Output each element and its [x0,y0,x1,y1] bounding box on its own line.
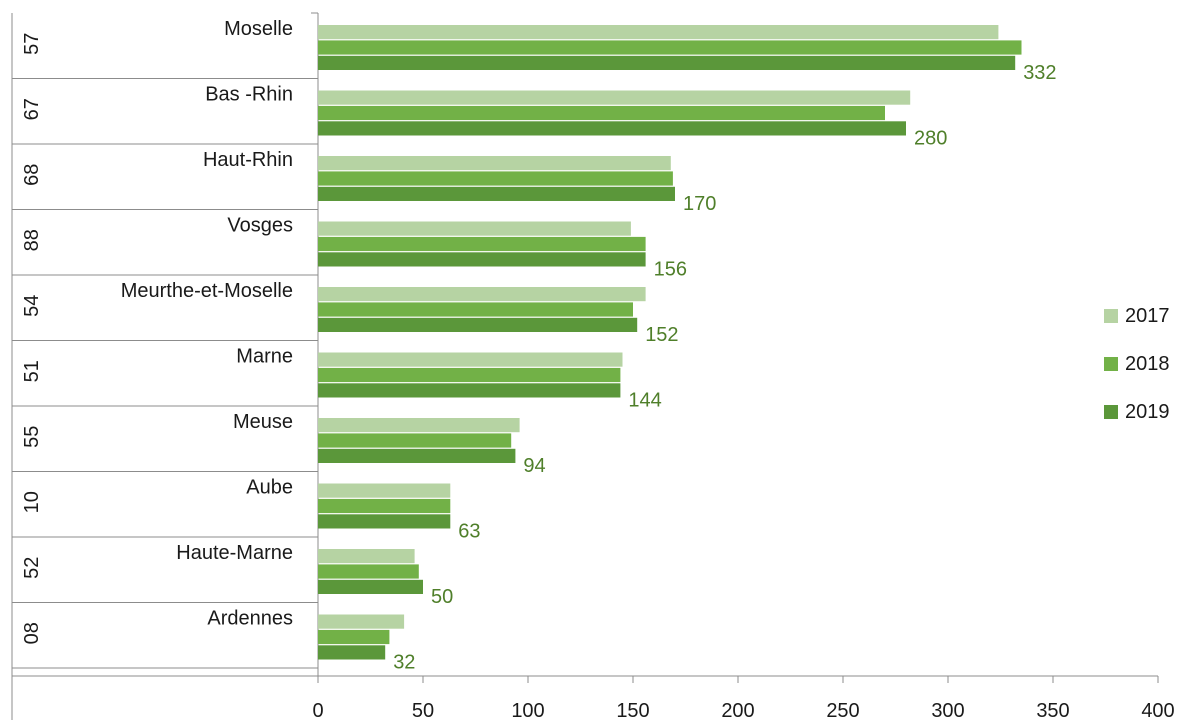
data-label: 170 [683,193,716,215]
category-labels: 57 Moselle 67 Bas -Rhin 68 Haut-Rhin 88 Vosges 5… [21,18,293,645]
bar-2017-52 [318,549,415,564]
data-label: 280 [914,128,947,150]
legend-swatch-2017 [1104,309,1118,323]
category-code: 88 [21,229,43,251]
data-label: 156 [654,259,687,281]
category-code: 10 [21,491,43,513]
x-axis: 0 50 100 150 200 250 300 350 400 [12,675,1175,720]
bar-2018-68 [318,171,673,186]
bar-2017-54 [318,287,646,302]
x-tick-label: 50 [412,700,434,720]
bar-2017-67 [318,90,911,105]
bar-2019-52 [318,579,423,594]
legend-swatch-2019 [1104,405,1118,419]
bar-2018-08 [318,629,390,645]
category-name: Haut-Rhin [203,149,293,171]
bar-2017-51 [318,352,623,367]
category-name: Vosges [227,214,293,236]
data-label: 144 [628,390,661,412]
x-tick-label: 200 [721,700,754,720]
bar-2019-54 [318,317,638,332]
x-tick-label: 100 [511,700,544,720]
bar-2019-51 [318,383,621,398]
x-tick-label: 250 [826,700,859,720]
bar-2018-67 [318,105,885,121]
category-name: Haute-Marne [176,542,293,564]
bar-2018-51 [318,367,621,383]
bar-2018-54 [318,302,633,317]
legend-label: 2019 [1125,401,1170,423]
category-code: 67 [21,98,43,120]
category-name: Meurthe-et-Moselle [121,280,293,302]
x-tick-label: 0 [312,700,323,720]
category-code: 08 [21,622,43,644]
category-code: 57 [21,33,43,55]
category-code: 54 [21,295,43,317]
bar-2019-10 [318,514,451,529]
bar-2019-57 [318,55,1016,70]
x-tick-label: 150 [616,700,649,720]
category-name: Ardennes [207,607,293,629]
bar-2018-55 [318,433,512,448]
bar-2017-57 [318,25,999,40]
category-name: Bas -Rhin [205,83,293,105]
category-code: 51 [21,360,43,382]
bar-2019-08 [318,645,386,660]
category-code: 68 [21,164,43,186]
bar-2019-67 [318,121,906,136]
data-label: 152 [645,324,678,346]
category-code: 55 [21,426,43,448]
legend-label: 2017 [1125,305,1170,327]
x-tick-label: 350 [1036,700,1069,720]
bar-2017-55 [318,418,520,433]
data-label: 332 [1023,62,1056,84]
data-labels: 332 280 170 156 152 144 94 63 50 32 [393,62,1056,674]
bar-2019-55 [318,448,516,463]
category-name: Moselle [224,18,293,40]
bar-2018-57 [318,40,1022,55]
bar-2018-88 [318,236,646,252]
legend: 2017 2018 2019 [1104,305,1170,423]
legend-swatch-2018 [1104,357,1118,371]
bar-2018-52 [318,564,419,579]
data-label: 50 [431,586,453,608]
bar-2018-10 [318,498,451,514]
x-tick-label: 300 [931,700,964,720]
bar-2017-10 [318,483,451,498]
bar-2019-68 [318,186,675,201]
bar-2017-88 [318,221,631,236]
legend-label: 2018 [1125,353,1170,375]
bar-2017-68 [318,156,671,171]
category-name: Aube [246,476,293,498]
x-tick-label: 400 [1141,700,1174,720]
category-code: 52 [21,557,43,579]
data-label: 63 [458,521,480,543]
data-label: 94 [523,455,545,477]
category-name: Meuse [233,411,293,433]
bar-2019-88 [318,252,646,267]
bars-group [318,25,1022,660]
category-name: Marne [236,345,293,367]
bar-2017-08 [318,614,405,629]
data-label: 32 [393,652,415,674]
